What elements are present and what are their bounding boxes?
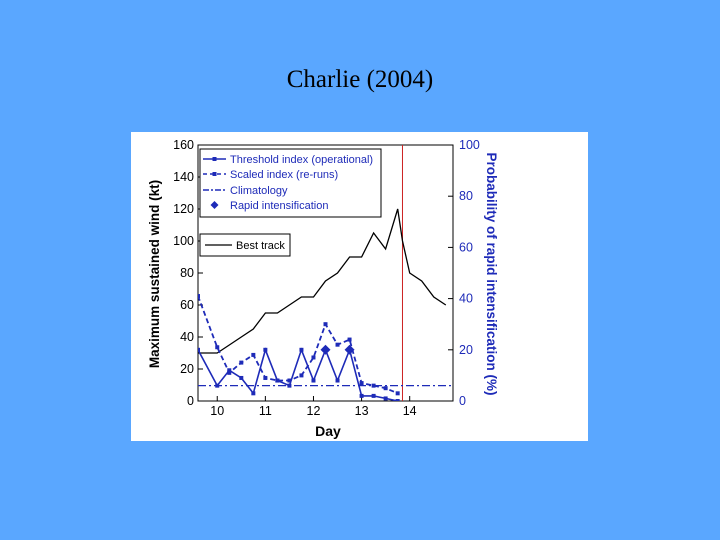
threshold-index-point: [227, 368, 232, 373]
y-left-tick-label: 100: [173, 234, 194, 248]
legend-swatch-scaled-marker: [212, 172, 217, 176]
legend-swatch-threshold-marker: [212, 157, 217, 161]
y-right-tick-label: 100: [459, 138, 480, 152]
x-tick-label: 10: [210, 404, 224, 418]
scaled-index-point: [323, 322, 328, 327]
y-left-tick-label: 60: [180, 298, 194, 312]
x-axis-label: Day: [315, 423, 341, 439]
legend-label: Rapid intensification: [230, 200, 328, 212]
x-tick-label: 14: [403, 404, 417, 418]
threshold-index-point: [239, 375, 244, 380]
y-right-tick-label: 60: [459, 240, 473, 254]
y-right-tick-label: 40: [459, 292, 473, 306]
slide-title: Charlie (2004): [286, 66, 434, 93]
legend-label: Scaled index (re-runs): [230, 169, 338, 181]
y-left-tick-label: 20: [180, 362, 194, 376]
legend-box-probability: [199, 148, 382, 218]
x-tick-label: 12: [307, 404, 321, 418]
y-left-tick-label: 0: [187, 394, 194, 408]
scaled-index-point: [198, 294, 200, 299]
rapid-intensification-diamond: [344, 344, 355, 355]
scaled-index-point: [371, 383, 376, 388]
y-left-tick-label: 120: [173, 202, 194, 216]
legend-label: Threshold index (operational): [230, 154, 373, 166]
chart-svg: 0 20 40 60 80 100 120 140 160 0 20 40 60 80 100 10 11 1…: [147, 138, 499, 439]
scaled-index-point: [359, 381, 364, 386]
threshold-index-point: [335, 378, 340, 383]
series-line-best-track: [198, 208, 447, 354]
legend-label: Climatology: [230, 185, 288, 197]
scaled-index-point: [239, 360, 244, 365]
threshold-index-point: [371, 393, 376, 398]
legend-label-best-track: Best track: [236, 240, 285, 252]
scaled-index-point: [335, 342, 340, 347]
legend-box-best-track: [199, 233, 291, 257]
scaled-index-point: [251, 352, 256, 357]
y-left-tick-label: 140: [173, 170, 194, 184]
scaled-index-point: [299, 373, 304, 378]
threshold-index-point: [251, 391, 256, 396]
y-axis-right-label: Probability of rapid intensification (%): [484, 152, 499, 395]
series-line-scaled-index: [198, 295, 399, 395]
series-line-threshold-index: [198, 347, 398, 401]
threshold-index-point: [198, 347, 200, 352]
y-left-tick-label: 80: [180, 266, 194, 280]
y-right-tick-label: 20: [459, 343, 473, 357]
scaled-index-point: [347, 337, 352, 342]
chart-figure: 0 20 40 60 80 100 120 140 160 0 20 40 60 80 100 10 11 1…: [131, 132, 588, 441]
y-right-tick-label: 0: [459, 394, 466, 408]
x-tick-label: 13: [355, 404, 369, 418]
y-left-tick-label: 160: [173, 138, 194, 152]
y-right-tick-label: 80: [459, 189, 473, 203]
scaled-index-point: [215, 345, 220, 350]
threshold-index-point: [299, 347, 304, 352]
scaled-index-point: [311, 355, 316, 360]
threshold-index-point: [311, 378, 316, 383]
threshold-index-point: [263, 347, 268, 352]
threshold-index-point: [395, 399, 400, 401]
scaled-index-point: [227, 370, 232, 375]
x-tick-label: 11: [259, 404, 272, 418]
scaled-index-point: [383, 386, 388, 391]
threshold-index-point: [383, 396, 388, 401]
scaled-index-point: [287, 378, 292, 383]
y-left-tick-label: 40: [180, 330, 194, 344]
scaled-index-point: [275, 378, 280, 383]
rapid-intensification-diamond: [320, 344, 331, 355]
y-axis-left-label: Maximum sustained wind (kt): [147, 180, 162, 368]
legend-swatch-diamond: [210, 201, 219, 209]
threshold-index-point: [359, 393, 364, 398]
scaled-index-point: [263, 375, 268, 380]
scaled-index-point: [395, 391, 400, 396]
